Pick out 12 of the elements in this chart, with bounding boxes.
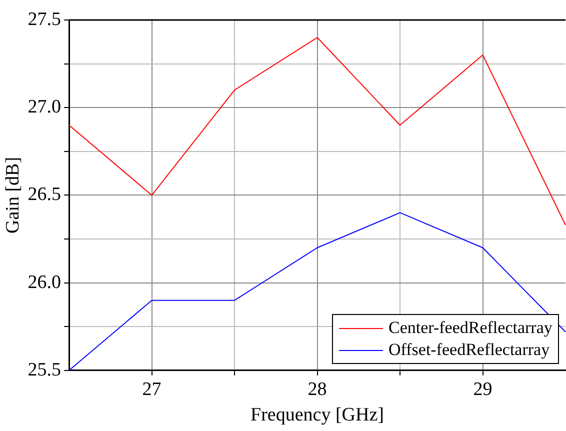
y-tick-label: 26.0 <box>28 272 62 293</box>
x-tick-label: 27 <box>142 378 162 400</box>
x-tick-label: 29 <box>473 378 492 400</box>
legend-label: Offset-feedReflectarray <box>388 340 550 360</box>
x-tick-label: 28 <box>308 378 327 400</box>
y-tick-label: 25.5 <box>28 359 62 380</box>
y-tick-label: 27.0 <box>28 96 62 118</box>
y-tick-label: 27.5 <box>28 8 62 30</box>
legend-label: Center-feedReflectarray <box>388 318 552 338</box>
y-tick-label: 26.5 <box>28 184 62 206</box>
y-axis-title: Gain [dB] <box>2 156 24 234</box>
x-axis-title: Frequency [GHz] <box>250 404 384 426</box>
